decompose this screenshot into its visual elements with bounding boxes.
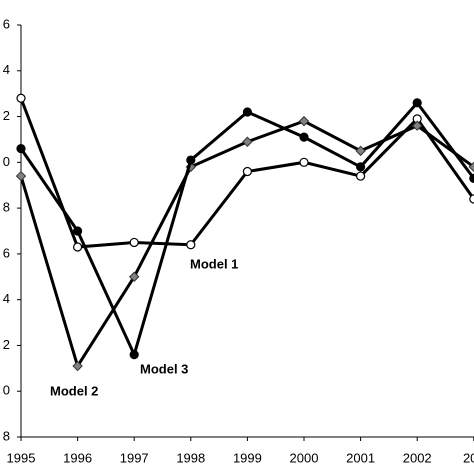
marker bbox=[356, 171, 366, 181]
marker bbox=[299, 132, 309, 142]
marker bbox=[469, 173, 474, 183]
marker bbox=[16, 93, 26, 103]
y-tick-label: 2 bbox=[3, 337, 10, 352]
y-tick-label: 0 bbox=[3, 154, 10, 169]
marker bbox=[242, 166, 252, 177]
marker bbox=[356, 162, 366, 172]
y-tick-label: 4 bbox=[3, 62, 10, 77]
marker bbox=[15, 170, 27, 182]
marker bbox=[128, 271, 140, 282]
marker bbox=[242, 107, 252, 117]
y-tick-label: 8 bbox=[3, 200, 10, 215]
series-label: Model 1 bbox=[190, 256, 238, 271]
x-tick-label: 2002 bbox=[403, 450, 432, 465]
y-tick-label: 6 bbox=[3, 16, 10, 31]
x-tick-label: 2000 bbox=[290, 450, 319, 465]
series-label: Model 3 bbox=[140, 361, 188, 376]
marker bbox=[16, 144, 26, 154]
x-tick-label: 1995 bbox=[7, 450, 36, 465]
x-tick-label: 1999 bbox=[233, 450, 262, 465]
series-label: Model 2 bbox=[50, 383, 98, 398]
y-tick-label: 2 bbox=[3, 108, 10, 123]
y-tick-label: 0 bbox=[3, 383, 10, 398]
x-tick-label: 200 bbox=[463, 450, 474, 465]
x-tick-label: 1998 bbox=[176, 450, 205, 465]
y-tick-label: 4 bbox=[3, 291, 10, 306]
y-tick-label: 8 bbox=[3, 428, 10, 443]
marker bbox=[186, 155, 196, 165]
x-tick-label: 1997 bbox=[120, 450, 149, 465]
marker bbox=[72, 226, 83, 236]
marker bbox=[72, 242, 83, 252]
marker bbox=[72, 360, 83, 372]
marker bbox=[469, 194, 474, 204]
marker bbox=[129, 237, 139, 248]
marker bbox=[299, 157, 309, 167]
series-line bbox=[19, 119, 474, 370]
marker bbox=[355, 145, 366, 157]
y-tick-label: 6 bbox=[3, 245, 10, 260]
marker bbox=[298, 115, 310, 127]
marker bbox=[242, 136, 253, 147]
x-tick-label: 2001 bbox=[346, 450, 375, 465]
marker bbox=[129, 350, 139, 360]
marker bbox=[186, 240, 196, 250]
marker bbox=[411, 120, 423, 131]
x-tick-label: 1996 bbox=[63, 450, 92, 465]
marker bbox=[412, 98, 422, 108]
